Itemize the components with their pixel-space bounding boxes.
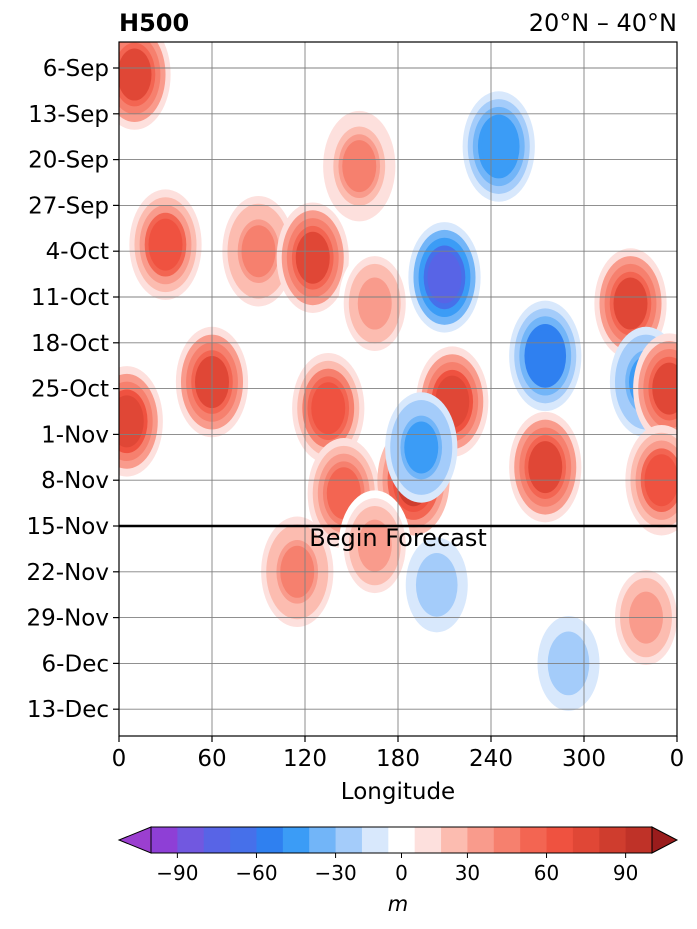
colorbar-tick-label: −90	[156, 861, 198, 885]
anomaly-blob	[385, 392, 458, 503]
chart-title-right: 20°N – 40°N	[529, 9, 677, 37]
anomaly-blob	[408, 222, 481, 333]
y-tick-label: 13-Sep	[28, 102, 109, 128]
colorbar-label: m	[388, 892, 408, 916]
x-tick-label: 300	[562, 746, 606, 772]
plot-area: Begin Forecast	[118, 41, 678, 737]
y-tick-label: 27-Sep	[28, 193, 109, 219]
x-tick-label: 60	[197, 746, 226, 772]
colorbar-swatch	[493, 827, 521, 853]
x-tick-label: 180	[376, 746, 420, 772]
colorbar-swatch	[309, 827, 337, 853]
anomaly-contour	[295, 231, 330, 284]
colorbar-tick-label: 90	[613, 861, 638, 885]
y-tick-label: 15-Nov	[27, 514, 109, 540]
y-tick-label: 4-Oct	[46, 239, 109, 265]
colorbar-swatch	[441, 827, 468, 853]
y-tick-label: 20-Sep	[28, 148, 109, 174]
colorbar-swatch	[335, 827, 363, 853]
y-tick-label: 1-Nov	[41, 422, 109, 448]
colorbar-tick-label: 30	[455, 861, 480, 885]
anomaly-contour	[613, 277, 648, 330]
anomaly-contour	[148, 218, 183, 271]
x-axis: 0 60 120 180 240 300 0	[112, 736, 685, 772]
colorbar-swatch	[414, 827, 442, 853]
anomaly-contour	[357, 519, 392, 572]
anomaly-blob	[323, 110, 396, 222]
colorbar-swatch	[256, 827, 284, 853]
colorbar-swatch	[625, 827, 653, 853]
anomaly-contour	[528, 329, 563, 382]
chart-title-left: H500	[119, 9, 189, 37]
grid-lines	[119, 42, 677, 736]
anomaly-blob	[400, 529, 473, 641]
colorbar-tick-label: 0	[395, 861, 408, 885]
anomaly-blob	[276, 202, 349, 313]
anomaly-blob	[509, 300, 582, 412]
anomaly-blob	[119, 42, 171, 130]
colorbar-swatch	[599, 827, 627, 853]
y-tick-label: 25-Oct	[31, 377, 109, 403]
y-tick-label: 18-Oct	[31, 331, 109, 357]
anomaly-blob	[129, 189, 202, 300]
anomaly-contour	[119, 48, 152, 101]
colorbar-under-arrow	[117, 826, 152, 854]
y-tick-label: 22-Nov	[27, 560, 109, 586]
colorbar-tick-label: −60	[235, 861, 277, 885]
colorbar-tick-label: 60	[534, 861, 559, 885]
anomaly-blob	[509, 411, 582, 523]
colorbar-swatch	[282, 827, 310, 853]
anomaly-field	[119, 42, 677, 719]
begin-forecast-label: Begin Forecast	[309, 524, 487, 552]
x-axis-label: Longitude	[341, 779, 455, 805]
colorbar-swatch	[388, 827, 416, 853]
anomaly-contour	[357, 277, 392, 330]
x-tick-label: 120	[283, 746, 327, 772]
anomaly-contour	[419, 558, 454, 611]
colorbar-swatch	[361, 827, 389, 853]
anomaly-blob	[338, 248, 411, 359]
anomaly-blob	[462, 91, 535, 202]
colorbar-swatch	[520, 827, 548, 853]
x-tick-label: 240	[469, 746, 513, 772]
x-tick-label: 0	[112, 746, 127, 772]
anomaly-contour	[404, 421, 439, 474]
y-tick-label: 11-Oct	[31, 285, 109, 311]
anomaly-contour	[528, 441, 563, 494]
colorbar-swatch	[230, 827, 257, 853]
anomaly-contour	[119, 395, 144, 448]
anomaly-contour	[427, 251, 462, 304]
y-tick-label: 8-Nov	[41, 468, 109, 494]
x-tick-label: 0	[670, 746, 685, 772]
anomaly-contour	[342, 140, 377, 193]
colorbar-swatch	[177, 827, 205, 853]
colorbar-tick-label: −30	[314, 861, 356, 885]
anomaly-contour	[311, 382, 346, 435]
colorbar-swatch	[151, 827, 178, 853]
anomaly-contour	[481, 120, 516, 173]
colorbar-swatch	[467, 827, 495, 853]
colorbar-swatch	[203, 827, 231, 853]
colorbar-swatch	[572, 827, 600, 853]
y-axis: 6-Sep 13-Sep 20-Sep 27-Sep 4-Oct 11-Oct 18-Oct…	[27, 56, 119, 723]
y-tick-label: 6-Sep	[43, 56, 109, 82]
y-tick-label: 29-Nov	[27, 606, 109, 632]
y-tick-label: 13-Dec	[27, 697, 109, 723]
colorbar-over-arrow	[651, 826, 679, 854]
colorbar-swatch	[546, 827, 574, 853]
y-tick-label: 6-Dec	[42, 651, 109, 677]
anomaly-blob	[292, 352, 365, 464]
colorbar: −90 −60 −30 0 30 60 90	[117, 826, 679, 885]
